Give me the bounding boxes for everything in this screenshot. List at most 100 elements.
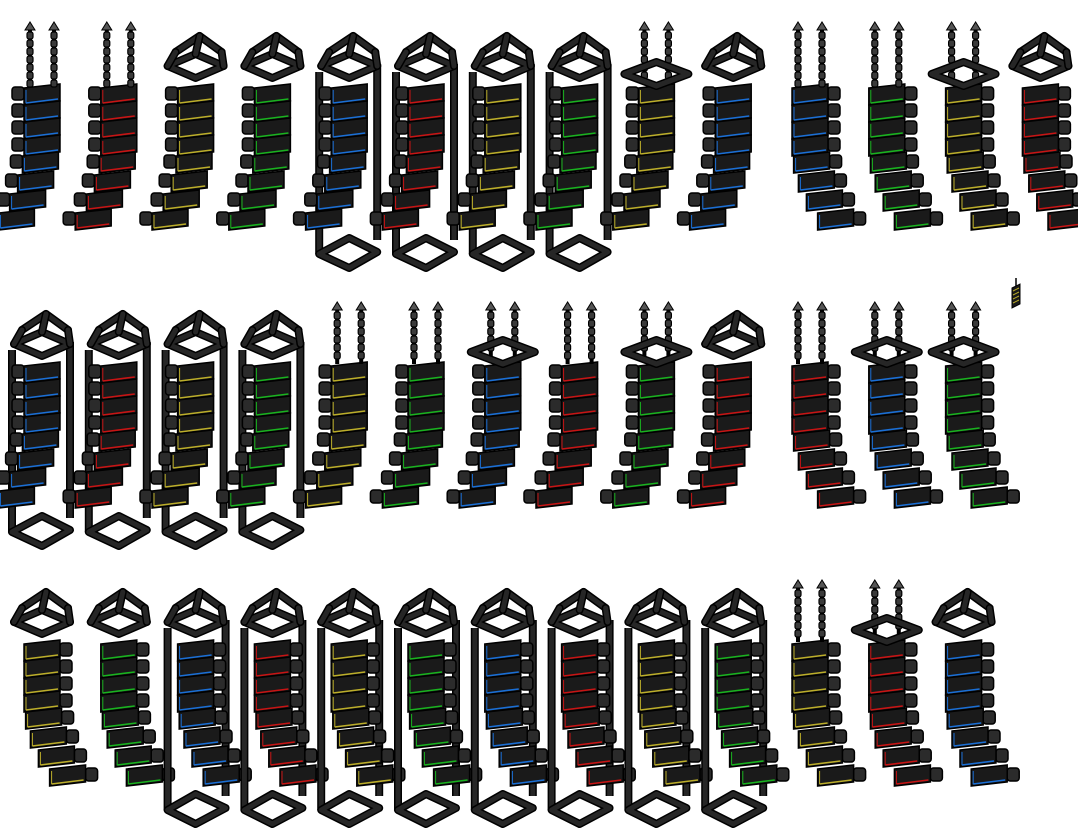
speaker-sprite-yellow-chainbar	[600, 21, 693, 231]
speaker-cabinet	[88, 395, 138, 418]
speaker-array	[0, 361, 61, 509]
speaker-cabinet	[472, 100, 522, 123]
truss-top	[240, 588, 305, 638]
hanging-chains	[792, 21, 828, 88]
speaker-cabinet	[255, 707, 305, 730]
speaker-sprite-blue-frame	[931, 588, 1020, 787]
rigging-frame	[240, 32, 305, 82]
speaker-cabinet	[688, 189, 738, 212]
hanging-chains	[792, 301, 828, 364]
speaker-cabinet	[48, 764, 99, 787]
speaker-cabinet	[86, 429, 136, 452]
speaker-cabinet	[235, 448, 285, 471]
speaker-cabinet	[470, 151, 520, 174]
speaker-cabinet	[951, 448, 1001, 471]
speaker-cabinet	[470, 429, 520, 452]
speaker-cabinet	[484, 690, 534, 713]
speaker-cabinet	[472, 378, 522, 401]
speaker-sprite-yellow-chain	[292, 301, 368, 509]
speaker-cabinet	[874, 448, 924, 471]
speaker-cabinet	[791, 134, 841, 157]
speaker-cabinet	[951, 170, 1001, 193]
speaker-sprite-green-frame	[86, 588, 176, 787]
speaker-cabinet	[11, 412, 61, 435]
truss-top	[624, 588, 689, 638]
speaker-cabinet	[29, 726, 80, 749]
speaker-array	[944, 83, 1020, 231]
speaker-array	[868, 361, 944, 509]
sprite-row-1	[0, 21, 1078, 272]
speaker-cabinet	[959, 189, 1009, 212]
speaker-cabinet	[421, 745, 472, 768]
speaker-cabinet	[253, 656, 304, 679]
speaker-array	[216, 361, 292, 509]
speaker-cabinet	[882, 189, 932, 212]
speaker-cabinet	[407, 639, 457, 662]
rigging-bar	[466, 336, 539, 368]
speaker-array	[944, 639, 1020, 787]
speaker-cabinet	[562, 707, 612, 730]
mini-speaker-sprite	[1011, 278, 1021, 309]
speaker-sprite-green-frame	[216, 32, 305, 231]
speaker-cabinet	[240, 151, 290, 174]
speaker-cabinet	[465, 170, 516, 193]
speaker-cabinet	[792, 429, 843, 452]
speaker-cabinet	[548, 395, 599, 418]
speaker-cabinet	[624, 429, 674, 452]
speaker-cabinet	[336, 726, 387, 749]
speaker-array	[446, 83, 522, 231]
speaker-cabinet	[523, 486, 573, 509]
speaker-sprite-blue-chain	[791, 21, 867, 231]
speaker-cabinet	[600, 208, 650, 231]
speaker-array	[791, 639, 867, 787]
truss-top	[470, 588, 535, 638]
speaker-cabinet	[1036, 189, 1078, 212]
speaker-cabinet	[484, 656, 534, 679]
speaker-cabinet	[23, 639, 73, 662]
speaker-cabinet	[625, 100, 676, 123]
speaker-cabinet	[714, 690, 764, 713]
speaker-cabinet	[868, 673, 918, 696]
hanging-chains	[331, 301, 368, 364]
speaker-cabinet	[240, 429, 290, 452]
speaker-cabinet	[868, 395, 918, 418]
speaker-cabinet	[304, 467, 354, 490]
rigging-frame	[86, 588, 151, 638]
speaker-array	[676, 361, 752, 509]
speaker-cabinet	[548, 134, 599, 157]
speaker-cabinet	[178, 707, 228, 730]
speaker-cabinet	[619, 448, 669, 471]
speaker-cabinet	[816, 764, 867, 787]
speaker-sprite-red-chain	[523, 301, 599, 509]
speaker-cabinet	[560, 673, 611, 696]
speaker-cabinet	[0, 189, 47, 212]
speaker-cabinet	[395, 361, 445, 384]
speaker-cabinet	[534, 189, 584, 212]
speaker-cabinet	[791, 378, 841, 401]
speaker-cabinet	[260, 726, 310, 749]
speaker-cabinet	[4, 170, 55, 193]
speaker-cabinet	[624, 151, 674, 174]
speaker-cabinet	[88, 378, 138, 401]
rigging-bar	[927, 58, 1000, 90]
speaker-cabinet	[946, 151, 996, 174]
speaker-cabinet	[688, 467, 738, 490]
speaker-cabinet	[472, 134, 522, 157]
speaker-sprite-green-chain	[369, 301, 445, 509]
speaker-cabinet	[611, 467, 661, 490]
speaker-cabinet	[946, 429, 996, 452]
sprite-row-3	[10, 579, 1020, 828]
speaker-cabinet	[702, 395, 752, 418]
speaker-cabinet	[700, 429, 751, 452]
speaker-array	[369, 361, 445, 509]
speaker-cabinet	[139, 208, 189, 231]
speaker-cabinet	[62, 486, 112, 509]
speaker-cabinet	[944, 361, 995, 384]
speaker-cabinet	[73, 467, 124, 490]
speaker-sprite-blue-tower	[163, 588, 252, 828]
rigging-bar	[620, 58, 693, 90]
speaker-sprite-red-frame	[1008, 32, 1078, 231]
speaker-array	[292, 83, 368, 231]
speaker-cabinet	[395, 83, 445, 106]
speaker-cabinet	[395, 412, 445, 435]
